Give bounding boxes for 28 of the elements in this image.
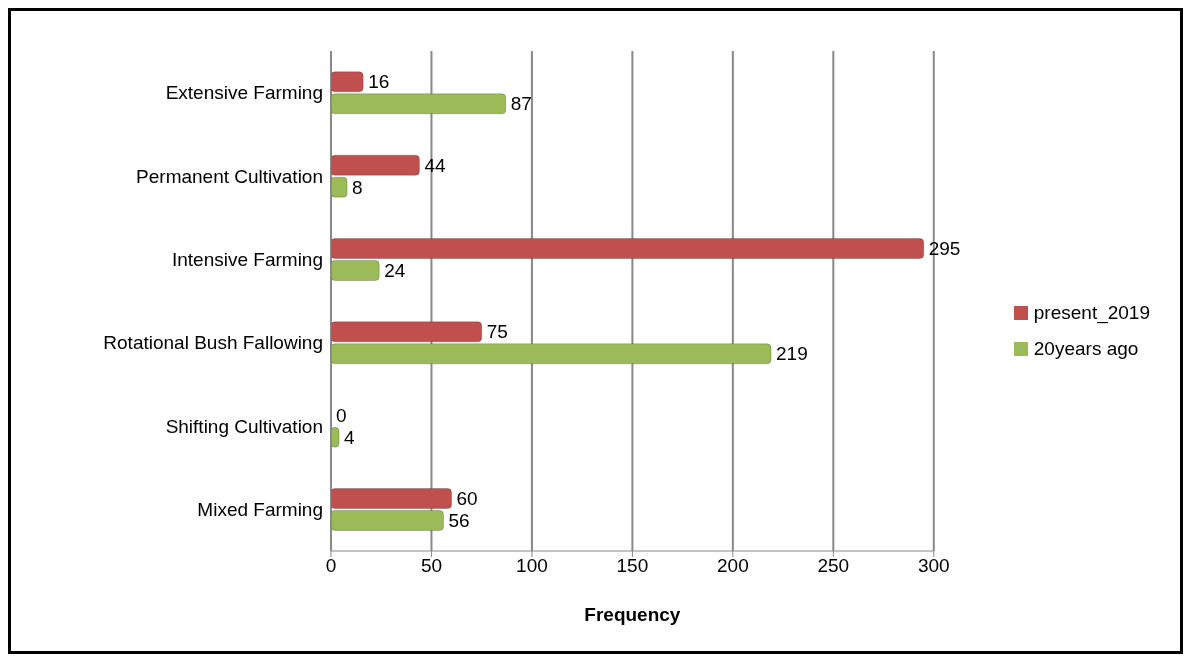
data-label: 75 (486, 321, 508, 343)
x-axis-title: Frequency (584, 604, 681, 625)
x-tick-label: 300 (917, 555, 950, 577)
y-tick-label: Mixed Farming (197, 499, 323, 521)
data-label: 4 (344, 426, 356, 448)
data-label: 0 (336, 404, 347, 426)
data-label: 16 (368, 71, 390, 93)
y-tick-label: Permanent Cultivation (136, 165, 323, 187)
x-tick-label: 200 (717, 555, 749, 577)
y-tick-label: Intensive Farming (171, 249, 323, 271)
legend-label: present_2019 (1033, 301, 1150, 326)
legend-label: 20years ago (1033, 337, 1139, 361)
x-tick-label: 250 (817, 555, 850, 577)
data-label: 87 (510, 93, 532, 115)
data-label: 44 (424, 154, 446, 176)
x-tick-label: 150 (616, 555, 649, 577)
data-label: 8 (352, 176, 363, 198)
x-tick-label: 50 (420, 555, 443, 577)
data-label: 219 (776, 343, 808, 365)
y-tick-label: Shifting Cultivation (165, 415, 323, 437)
y-tick-label: Rotational Bush Fallowing (103, 332, 323, 354)
data-label: 60 (456, 488, 478, 509)
data-label: 56 (448, 510, 470, 531)
x-tick-label: 100 (516, 555, 548, 577)
data-label: 24 (384, 260, 406, 281)
y-tick-label: Extensive Farming (165, 82, 323, 104)
data-label: 295 (928, 238, 961, 259)
x-tick-label: 0 (325, 555, 337, 577)
